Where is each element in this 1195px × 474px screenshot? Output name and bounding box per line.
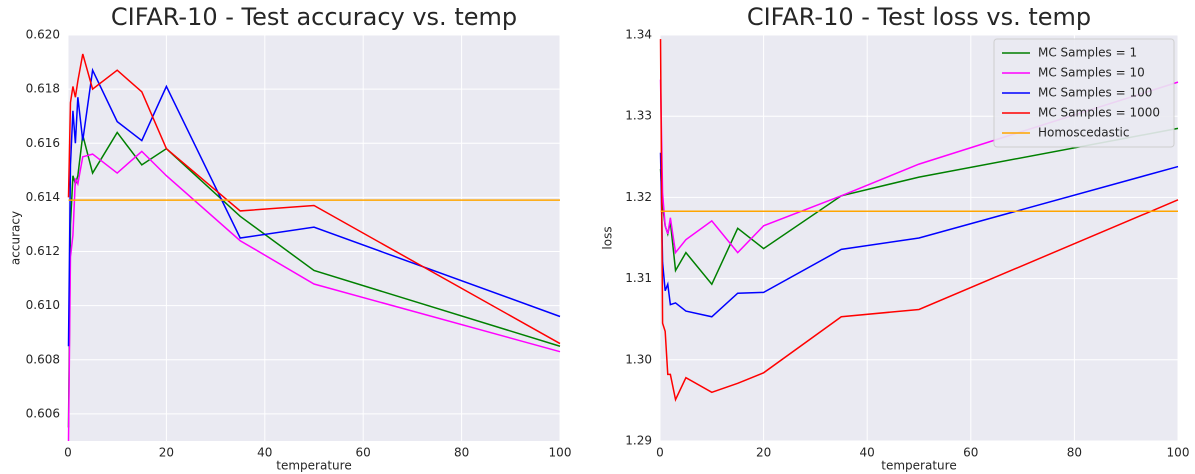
x-tick-label: 0 [656, 446, 664, 460]
x-tick-label: 20 [159, 446, 174, 460]
y-tick-label: 1.32 [625, 190, 652, 204]
y-tick-label: 0.618 [26, 82, 60, 96]
y-tick-label: 0.612 [26, 244, 60, 258]
chart-title: CIFAR-10 - Test loss vs. temp [747, 3, 1091, 31]
y-tick-label: 0.608 [26, 352, 60, 366]
plot-area [68, 35, 560, 441]
series-line [67, 131, 561, 428]
series-line [659, 152, 1179, 318]
y-tick-label: 1.33 [625, 109, 652, 123]
y-tick-label: 1.31 [625, 271, 652, 285]
y-tick-label: 1.30 [625, 352, 652, 366]
legend-label: MC Samples = 100 [1038, 86, 1152, 100]
x-tick-label: 40 [257, 446, 272, 460]
x-tick-label: 20 [756, 446, 771, 460]
x-tick-label: 60 [356, 446, 371, 460]
legend-label: MC Samples = 10 [1038, 66, 1145, 80]
series-line [67, 67, 561, 347]
x-tick-label: 80 [454, 446, 469, 460]
x-tick-label: 80 [1067, 446, 1082, 460]
y-tick-label: 0.610 [26, 298, 60, 312]
y-tick-label: 0.620 [26, 28, 60, 42]
chart-title: CIFAR-10 - Test accuracy vs. temp [111, 3, 517, 31]
legend-box [993, 38, 1175, 148]
series-line [659, 39, 1179, 402]
y-tick-label: 0.614 [26, 190, 60, 204]
x-tick-label: 60 [963, 446, 978, 460]
series-line [67, 150, 561, 442]
x-tick-label: 100 [549, 446, 572, 460]
y-axis-label: loss [601, 226, 615, 249]
x-tick-label: 100 [1167, 446, 1190, 460]
x-tick-label: 0 [64, 446, 72, 460]
legend-label: Homoscedastic [1038, 126, 1130, 140]
y-axis-label: accuracy [9, 211, 23, 265]
legend-label: MC Samples = 1 [1038, 46, 1137, 60]
series-line [67, 53, 561, 345]
x-axis-label: temperature [881, 459, 956, 473]
y-tick-label: 0.606 [26, 406, 60, 420]
series-line [659, 79, 1179, 255]
y-tick-label: 1.34 [625, 28, 652, 42]
x-axis-label: temperature [276, 459, 351, 473]
legend-label: MC Samples = 1000 [1038, 106, 1160, 120]
y-tick-label: 1.29 [625, 434, 652, 448]
y-tick-label: 0.616 [26, 136, 60, 150]
x-tick-label: 40 [860, 446, 875, 460]
